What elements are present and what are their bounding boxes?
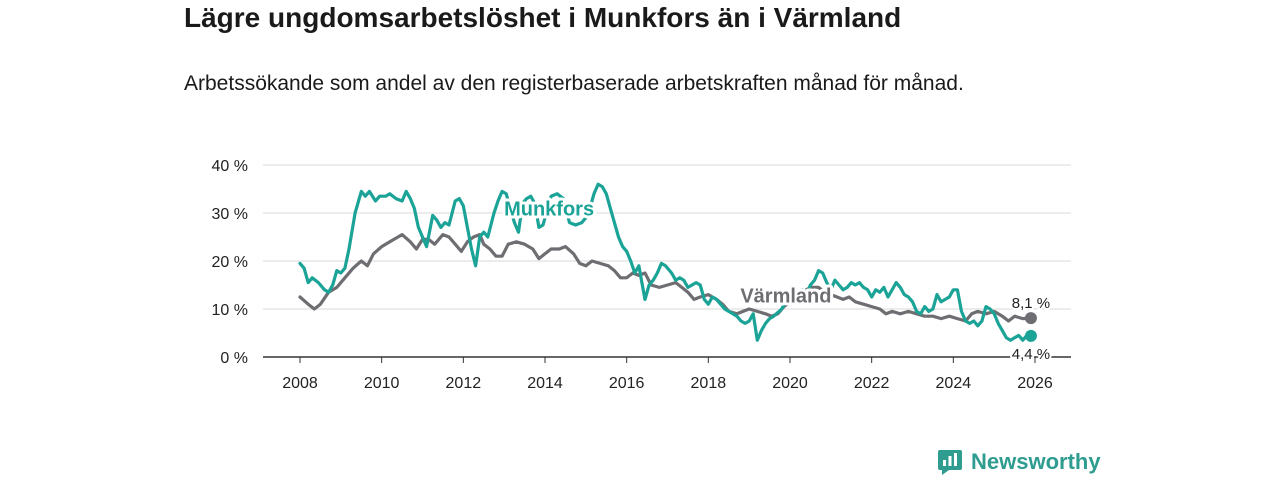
labels: 4,4 % 8,1 % Munkfors Värmland [501, 195, 1052, 364]
varmland-end-label: 8,1 % [1012, 295, 1050, 312]
y-tick-label: 30 % [212, 206, 248, 223]
x-tick-label: 2026 [1017, 375, 1053, 392]
x-tick-label: 2022 [854, 375, 890, 392]
munkfors-line [298, 182, 1033, 342]
brand-logo[interactable]: Newsworthy [937, 448, 1101, 476]
munkfors-end-marker [1024, 329, 1037, 342]
varmland-end-marker [1024, 312, 1037, 325]
chart-title: Lägre ungdomsarbetslöshet i Munkfors än … [184, 2, 902, 33]
x-tick-label: 2012 [446, 375, 482, 392]
y-tick-label: 20 % [212, 254, 248, 271]
x-tick-label: 2024 [936, 375, 972, 392]
brand-name: Newsworthy [971, 449, 1101, 474]
chart-subtitle: Arbetssökande som andel av den registerb… [184, 72, 964, 95]
axes: 0 % 10 % 20 % 30 % 40 % 2008 2010 2012 2014 2016 2… [212, 158, 1071, 392]
x-tick-label: 2008 [282, 375, 318, 392]
y-tick-label: 10 % [212, 302, 248, 319]
munkfors-end-label: 4,4 % [1012, 346, 1050, 363]
x-tick-label: 2018 [691, 375, 727, 392]
y-tick-label: 0 % [220, 350, 248, 367]
munkfors-series-label: Munkfors [504, 198, 594, 220]
x-tick-label: 2020 [772, 375, 808, 392]
newsworthy-logo-icon [938, 450, 962, 475]
gridlines [263, 164, 1071, 310]
varmland-line [298, 233, 1033, 323]
x-tick-label: 2010 [364, 375, 400, 392]
x-tick-label: 2014 [527, 375, 563, 392]
x-tick-label: 2016 [609, 375, 645, 392]
series-lines [298, 182, 1033, 342]
y-tick-label: 40 % [212, 158, 248, 175]
varmland-series-label: Värmland [740, 285, 831, 307]
